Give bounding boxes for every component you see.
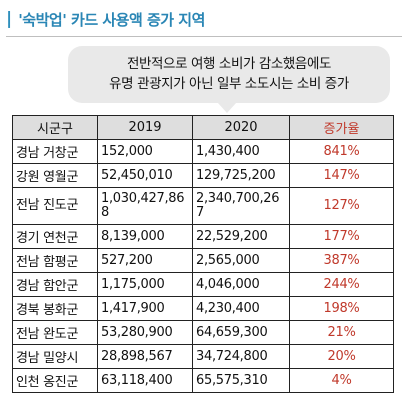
table-row: 전남 함평군 527,200 2,565,000 387%: [12, 248, 394, 273]
cell-2019: 63,118,400: [97, 368, 193, 393]
cell-rate: 177%: [289, 224, 394, 249]
table-row: 강원 영월군 52,450,010 129,725,200 147%: [12, 163, 394, 188]
cell-2020: 2,565,000: [192, 248, 290, 273]
cell-region: 전남 진도군: [12, 187, 98, 225]
cell-region: 경기 연천군: [12, 224, 98, 249]
cell-rate: 4%: [289, 368, 394, 393]
cell-region: 인천 옹진군: [12, 368, 98, 393]
cell-region: 강원 영월군: [12, 163, 98, 188]
callout-bubble: 전반적으로 여행 소비가 감소했음에도 유명 관광지가 아닌 일부 소도시는 소…: [68, 46, 390, 103]
cell-2019: 1,030,427,868: [97, 187, 193, 225]
cell-rate: 841%: [289, 139, 394, 164]
cell-rate: 21%: [289, 320, 394, 345]
cell-region: 경남 거창군: [12, 139, 98, 164]
title-text: '숙박업' 카드 사용액 증가 지역: [18, 10, 205, 29]
title-bar-mark: |: [6, 9, 13, 29]
cell-2020: 1,430,400: [192, 139, 290, 164]
cell-2019: 527,200: [97, 248, 193, 273]
spending-table: 시군구 2019 2020 증가율 경남 거창군 152,000 1,430,4…: [12, 115, 394, 393]
cell-region: 경북 봉화군: [12, 296, 98, 321]
table-row: 경기 연천군 8,139,000 22,529,200 177%: [12, 224, 394, 249]
cell-2020: 65,575,310: [192, 368, 290, 393]
cell-rate: 244%: [289, 272, 394, 297]
cell-rate: 387%: [289, 248, 394, 273]
cell-region: 전남 함평군: [12, 248, 98, 273]
table-row: 경남 밀양시 28,898,567 34,724,800 20%: [12, 344, 394, 369]
table-header-row: 시군구 2019 2020 증가율: [12, 115, 394, 140]
cell-2020: 4,046,000: [192, 272, 290, 297]
callout-tail: [218, 103, 236, 113]
cell-rate: 198%: [289, 296, 394, 321]
cell-rate: 20%: [289, 344, 394, 369]
callout-line-1: 전반적으로 여행 소비가 감소했음에도: [127, 56, 331, 72]
cell-rate: 127%: [289, 187, 394, 225]
cell-2019: 8,139,000: [97, 224, 193, 249]
cell-2019: 1,417,900: [97, 296, 193, 321]
header-rate: 증가율: [289, 115, 394, 140]
cell-region: 경남 함안군: [12, 272, 98, 297]
cell-2019: 28,898,567: [97, 344, 193, 369]
table-row: 경남 함안군 1,175,000 4,046,000 244%: [12, 272, 394, 297]
cell-2019: 152,000: [97, 139, 193, 164]
callout-line-2: 유명 관광지가 아닌 일부 소도시는 소비 증가: [109, 76, 349, 92]
table-row: 경남 거창군 152,000 1,430,400 841%: [12, 139, 394, 164]
cell-region: 경남 밀양시: [12, 344, 98, 369]
cell-2020: 2,340,700,267: [192, 187, 290, 225]
cell-2019: 53,280,900: [97, 320, 193, 345]
header-2020: 2020: [192, 115, 290, 140]
table-row: 인천 옹진군 63,118,400 65,575,310 4%: [12, 368, 394, 393]
cell-2020: 34,724,800: [192, 344, 290, 369]
table-row: 전남 진도군 1,030,427,868 2,340,700,267 127%: [12, 187, 394, 225]
section-title: | '숙박업' 카드 사용액 증가 지역: [6, 6, 205, 32]
cell-2019: 1,175,000: [97, 272, 193, 297]
cell-rate: 147%: [289, 163, 394, 188]
cell-2020: 129,725,200: [192, 163, 290, 188]
header-region: 시군구: [12, 115, 98, 140]
cell-2020: 64,659,300: [192, 320, 290, 345]
cell-2020: 22,529,200: [192, 224, 290, 249]
header-2019: 2019: [97, 115, 193, 140]
title-divider: [6, 36, 402, 37]
table-row: 경북 봉화군 1,417,900 4,230,400 198%: [12, 296, 394, 321]
cell-2020: 4,230,400: [192, 296, 290, 321]
cell-2019: 52,450,010: [97, 163, 193, 188]
table-row: 전남 완도군 53,280,900 64,659,300 21%: [12, 320, 394, 345]
cell-region: 전남 완도군: [12, 320, 98, 345]
